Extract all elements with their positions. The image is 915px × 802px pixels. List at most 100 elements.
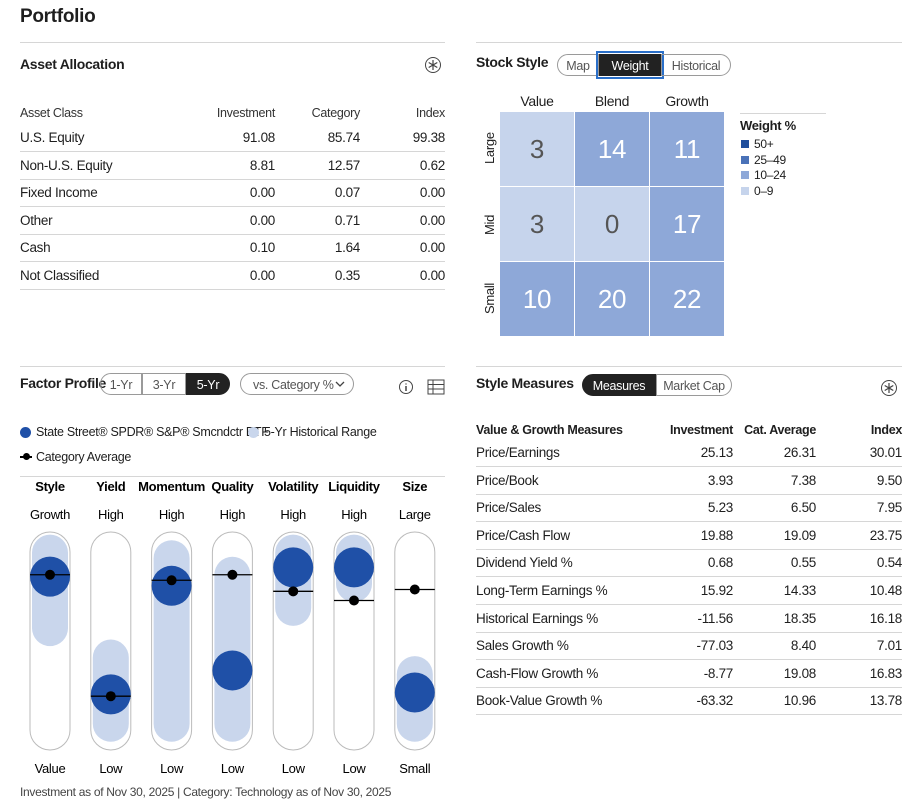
cell: 19.08 (783, 665, 817, 681)
cell: 25.13 (700, 445, 734, 460)
table-icon[interactable] (427, 378, 445, 396)
row-label: Not Classified (20, 268, 100, 283)
legend-label: 5-Yr Historical Range (264, 425, 377, 439)
row-label: Dividend Yield % (476, 555, 573, 571)
cell: 0.00 (249, 212, 275, 228)
cell: 0.54 (876, 555, 902, 571)
factor-name: Quality (211, 479, 254, 494)
fund-dot (212, 650, 253, 691)
cell: 0.00 (419, 240, 445, 256)
category-dot (288, 586, 299, 597)
legend-swatch (741, 140, 749, 148)
style-cell: 3 (500, 112, 574, 186)
settings-icon[interactable] (424, 56, 442, 74)
factor-bottom-label: Low (99, 761, 123, 776)
row-label: Sales Growth % (476, 638, 569, 654)
legend-swatch (741, 171, 749, 179)
dropdown-arrow (335, 381, 345, 387)
row-divider (20, 151, 445, 152)
style-cell: 11 (650, 112, 724, 186)
cell: 18.35 (783, 610, 817, 626)
settings-icon[interactable] (880, 379, 898, 397)
section-title: Factor Profile (20, 375, 107, 391)
legend-label: 10–24 (754, 168, 786, 182)
factor-top-label: High (280, 507, 306, 522)
row-divider (476, 521, 902, 523)
cell: 0.10 (249, 240, 275, 256)
category-dot (45, 569, 55, 580)
row-divider (476, 659, 902, 661)
row-label: Cash (20, 240, 51, 256)
cell: 5.23 (707, 500, 733, 516)
factor-top-label: Growth (30, 507, 70, 522)
column-header: Asset Class (20, 106, 83, 120)
cell: 85.74 (327, 130, 361, 145)
info-icon[interactable] (398, 379, 414, 395)
row-divider (740, 113, 826, 114)
row-label: Historical Earnings % (476, 610, 598, 626)
legend-swatch (741, 186, 749, 195)
cell: 7.38 (790, 472, 816, 488)
tab[interactable]: Market Cap (656, 374, 732, 396)
cell: 19.09 (783, 527, 817, 543)
row-divider (476, 604, 902, 605)
row-divider (476, 714, 902, 716)
style-cell: 17 (650, 187, 724, 261)
cell: 0.55 (790, 555, 816, 571)
cell: 0.00 (419, 185, 445, 201)
cell: 10.48 (869, 583, 903, 598)
column-header: Investment (216, 106, 275, 120)
section-title: Asset Allocation (20, 56, 125, 72)
cell: 8.81 (249, 157, 275, 173)
column-header: Investment (670, 423, 733, 437)
category-dot (349, 595, 359, 606)
tab[interactable]: Historical (661, 54, 731, 76)
row-divider (20, 233, 445, 235)
category-dot (105, 691, 116, 702)
row-divider (20, 261, 445, 263)
row-divider (476, 576, 902, 578)
tab[interactable]: 1-Yr (100, 373, 142, 395)
tab[interactable]: Map (557, 54, 599, 76)
divider (20, 42, 445, 43)
column-header: Cat. Average (744, 423, 816, 437)
divider (476, 366, 902, 367)
cell: 0.00 (249, 268, 275, 283)
cell: 19.88 (700, 527, 734, 543)
cell: 0.71 (334, 212, 360, 228)
cell: 0.00 (249, 185, 275, 201)
fund-dot (394, 672, 435, 713)
legend-label: State Street® SPDR® S&P® Smcndctr ETF (36, 425, 269, 439)
row-divider (476, 686, 902, 688)
tab[interactable]: Measures (582, 374, 656, 396)
cell: 26.31 (783, 445, 817, 460)
dropdown[interactable]: vs. Category % (240, 373, 354, 395)
tab[interactable]: 5-Yr (186, 373, 230, 395)
factor-bottom-label: Low (160, 761, 184, 776)
cell: -8.77 (703, 665, 734, 681)
category-dot (227, 569, 238, 580)
cell: 7.01 (876, 638, 902, 654)
factor-top-label: Large (399, 507, 431, 522)
row-label: Cash-Flow Growth % (476, 665, 599, 681)
tab[interactable]: 3-Yr (142, 373, 186, 395)
factor-name: Size (402, 479, 427, 494)
factor-bottom-label: Low (282, 761, 306, 776)
style-cell: 20 (575, 262, 649, 336)
row-label: Price/Book (476, 472, 539, 488)
legend-label: 0–9 (754, 183, 774, 198)
page-title: Portfolio (20, 6, 96, 27)
cell: 99.38 (412, 130, 446, 145)
cell: 0.07 (334, 185, 360, 201)
section-title: Stock Style (476, 54, 549, 70)
row-label: Small (482, 282, 497, 314)
cell: 0.00 (419, 268, 445, 283)
row-label: U.S. Equity (20, 130, 85, 145)
row-divider (20, 476, 445, 477)
style-cell: 14 (575, 112, 649, 186)
cell: 16.83 (869, 665, 903, 681)
tab[interactable]: Weight (596, 51, 664, 79)
category-dot (409, 584, 420, 595)
factor-name: Volatility (268, 479, 319, 494)
row-label: Mid (482, 214, 497, 236)
